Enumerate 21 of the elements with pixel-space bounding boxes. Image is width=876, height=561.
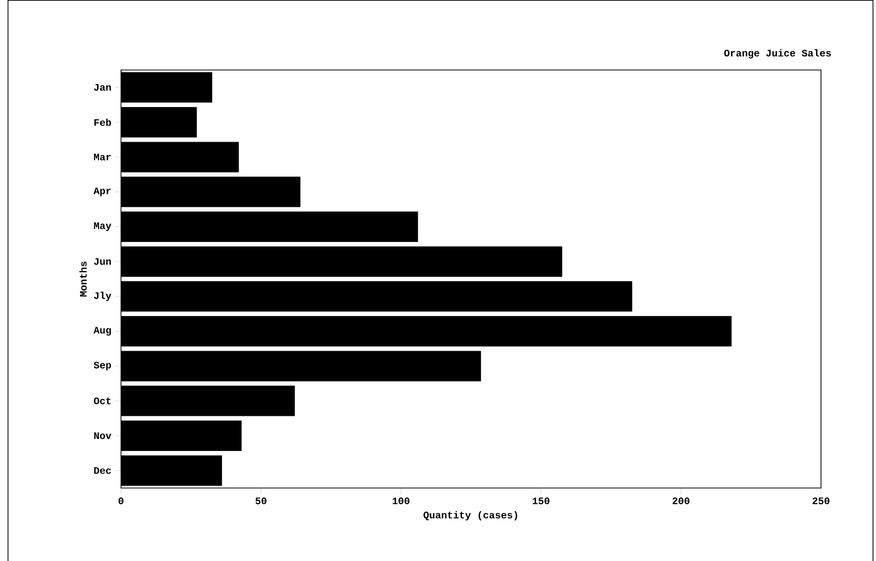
x-tick-label: 150	[532, 498, 550, 504]
x-tick-label: 50	[256, 498, 266, 504]
chart-title: Orange Juice Sales	[724, 49, 831, 58]
x-tick-label: 0	[118, 498, 124, 504]
y-tick-label: Dec	[94, 467, 111, 474]
y-tick-label: Feb	[94, 118, 112, 126]
x-tick-label: 250	[812, 498, 830, 504]
y-tick-label: Mar	[94, 154, 111, 160]
y-axis-title: Months	[79, 262, 87, 296]
y-tick-label: Aug	[94, 326, 111, 336]
y-tick-label: Oct	[94, 398, 111, 404]
y-tick-label: May	[94, 222, 112, 232]
y-tick-label: Jun	[94, 258, 111, 265]
x-tick-label: 200	[672, 498, 690, 504]
y-tick-label: Sep	[94, 362, 112, 370]
x-axis-title: Quantity (cases)	[424, 511, 518, 520]
y-tick-label: Nov	[94, 432, 112, 440]
y-tick-label: Jly	[94, 292, 112, 302]
y-tick-label: Apr	[94, 188, 111, 196]
y-tick-label: Jan	[94, 84, 111, 91]
x-tick-label: 100	[392, 498, 410, 504]
